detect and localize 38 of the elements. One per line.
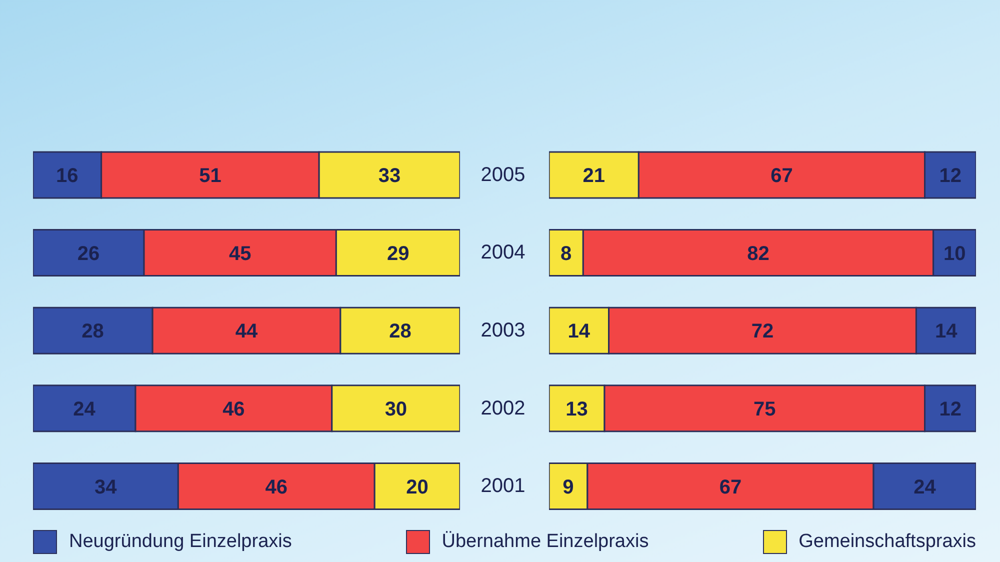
data-label: 44 xyxy=(235,320,258,343)
data-label: 12 xyxy=(939,398,962,420)
legend-label: Neugründung Einzelpraxis xyxy=(69,531,292,553)
data-label: 45 xyxy=(228,242,252,265)
data-label: 51 xyxy=(199,165,222,188)
legend-label: Übernahme Einzelpraxis xyxy=(442,531,649,553)
y-tick-label: 2001 xyxy=(480,475,526,498)
data-label: 34 xyxy=(94,476,118,498)
data-label: 20 xyxy=(406,476,428,498)
y-tick-label: 2004 xyxy=(480,242,526,264)
data-label: 28 xyxy=(82,320,104,343)
data-label: 24 xyxy=(73,398,96,420)
data-label: 82 xyxy=(747,242,770,265)
data-label: 67 xyxy=(719,476,742,498)
data-label: 46 xyxy=(265,476,288,498)
data-label: 28 xyxy=(389,320,412,343)
data-label: 14 xyxy=(934,320,958,343)
legend-label: Gemeinschaftspraxis xyxy=(798,531,976,553)
data-label: 30 xyxy=(384,398,408,420)
data-label: 21 xyxy=(582,165,605,188)
data-label: 26 xyxy=(77,242,100,265)
data-label: 72 xyxy=(751,320,774,343)
data-label: 9 xyxy=(562,476,574,498)
data-label: 29 xyxy=(386,242,410,265)
data-label: 12 xyxy=(939,165,962,188)
data-label: 67 xyxy=(770,165,793,188)
data-label: 24 xyxy=(914,476,937,498)
y-tick-label: 2002 xyxy=(480,397,526,420)
data-label: 8 xyxy=(560,242,572,265)
data-label: 14 xyxy=(568,320,591,343)
data-label: 75 xyxy=(754,398,776,420)
data-label: 13 xyxy=(566,398,588,420)
data-label: 16 xyxy=(56,165,78,188)
data-label: 46 xyxy=(222,398,245,420)
y-tick-label: 2005 xyxy=(480,164,526,186)
data-label: 33 xyxy=(378,165,401,188)
data-label: 10 xyxy=(944,242,966,265)
y-tick-label: 2003 xyxy=(480,320,526,342)
